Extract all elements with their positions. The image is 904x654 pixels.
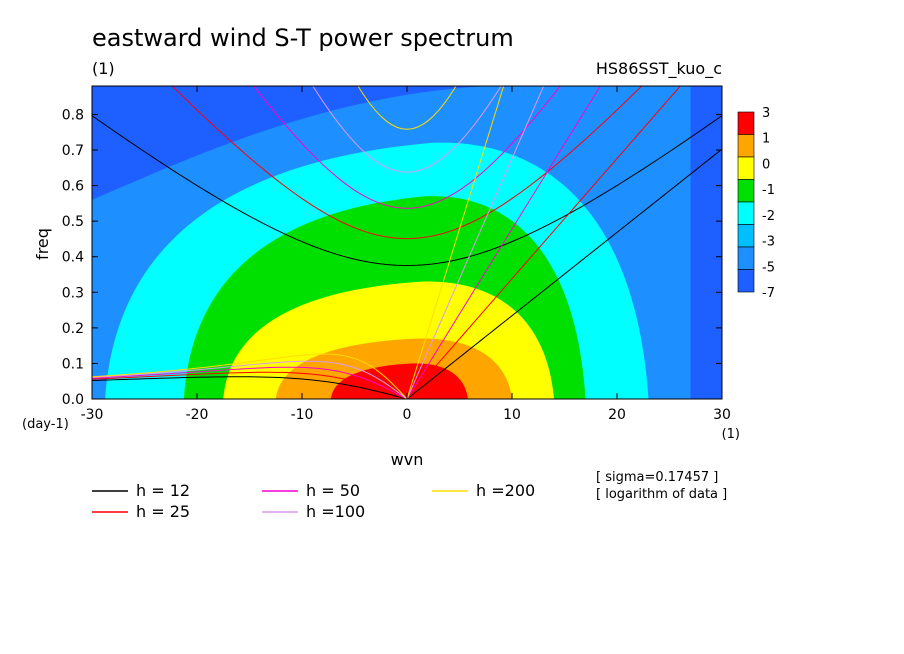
x-tick-label: 20 [608,407,626,423]
logarithm-note: [ logarithm of data ] [596,487,727,502]
colorbar-label: -7 [762,286,775,301]
legend-label: h =100 [306,502,365,521]
y-axis: 0.0 0.1 0.2 0.3 0.4 0.5 0.6 0.7 0.8 [62,107,722,408]
colorbar-label: -2 [762,209,775,224]
x-unit-label: (1) [722,427,740,442]
x-tick-label: 0 [403,407,412,423]
colorbar: 3 1 0 -1 -2 -3 -5 -7 [737,106,775,301]
gravity-curve-h12 [92,115,722,266]
y-tick-label: 0.1 [62,356,84,372]
y-tick-label: 0.4 [62,250,84,266]
x-axis-label: wvn [391,450,424,469]
x-tick-label: -10 [291,407,314,423]
kelvin-curve-h50 [406,86,601,399]
x-tick-label: 30 [713,407,731,423]
rossby-curve-h12 [92,376,408,399]
y-tick-label: 0.8 [62,107,84,123]
sigma-note: [ sigma=0.17457 ] [596,470,718,485]
x-axis: -30 -20 -10 0 10 20 30 [81,86,731,423]
colorbar-swatch [737,224,755,248]
gravity-curve-h200 [357,86,457,130]
dispersion-curve-layer [92,86,722,399]
legend-label: h =200 [476,481,535,500]
colorbar-label: 1 [762,132,770,147]
legend-label: h = 50 [306,481,360,500]
x-tick-label: -30 [81,407,104,423]
x-tick-label: 10 [503,407,521,423]
rossby-curve-h50 [92,366,408,399]
colorbar-swatch [737,179,755,203]
colorbar-swatch [737,134,755,158]
legend: h = 12 h = 25 h = 50 h =100 h =200 [92,481,535,521]
y-tick-label: 0.7 [62,143,84,159]
colorbar-label: 0 [762,157,770,172]
y-tick-label: 0.5 [62,214,84,230]
legend-label: h = 12 [136,481,190,500]
colorbar-swatch [737,269,755,293]
y-unit-label: (day-1) [22,417,69,432]
y-tick-label: 0.0 [62,392,84,408]
kelvin-curve-h25 [406,86,682,399]
y-tick-label: 0.6 [62,179,84,195]
gravity-curve-h25 [171,86,643,240]
colorbar-swatch [737,156,755,180]
colorbar-swatch [737,246,755,270]
kelvin-curve-h12 [406,148,722,399]
kelvin-curve-h100 [406,86,545,399]
plot-area [92,86,722,399]
legend-label: h = 25 [136,502,190,521]
colorbar-label: -1 [762,183,775,198]
x-tick-label: -20 [186,407,209,423]
rossby-curve-h200 [92,353,408,399]
kelvin-curve-h200 [406,86,505,399]
colorbar-label: -3 [762,235,775,250]
gravity-curve-h50 [253,86,561,209]
colorbar-swatch [737,201,755,225]
y-tick-label: 0.3 [62,285,84,301]
chart-subtitle-right: HS86SST_kuo_c [596,59,722,79]
colorbar-label: 3 [762,106,770,121]
y-tick-label: 0.2 [62,321,84,337]
colorbar-swatch [737,111,755,135]
chart-title: eastward wind S-T power spectrum [92,24,514,52]
rossby-curve-h100 [92,360,408,399]
colorbar-label: -5 [762,260,775,275]
chart-subtitle-left: (1) [92,59,115,78]
y-axis-label: freq [33,228,52,260]
gravity-curve-h100 [312,86,502,173]
rossby-curve-h25 [92,371,408,399]
contour-fill-layer [92,86,691,399]
